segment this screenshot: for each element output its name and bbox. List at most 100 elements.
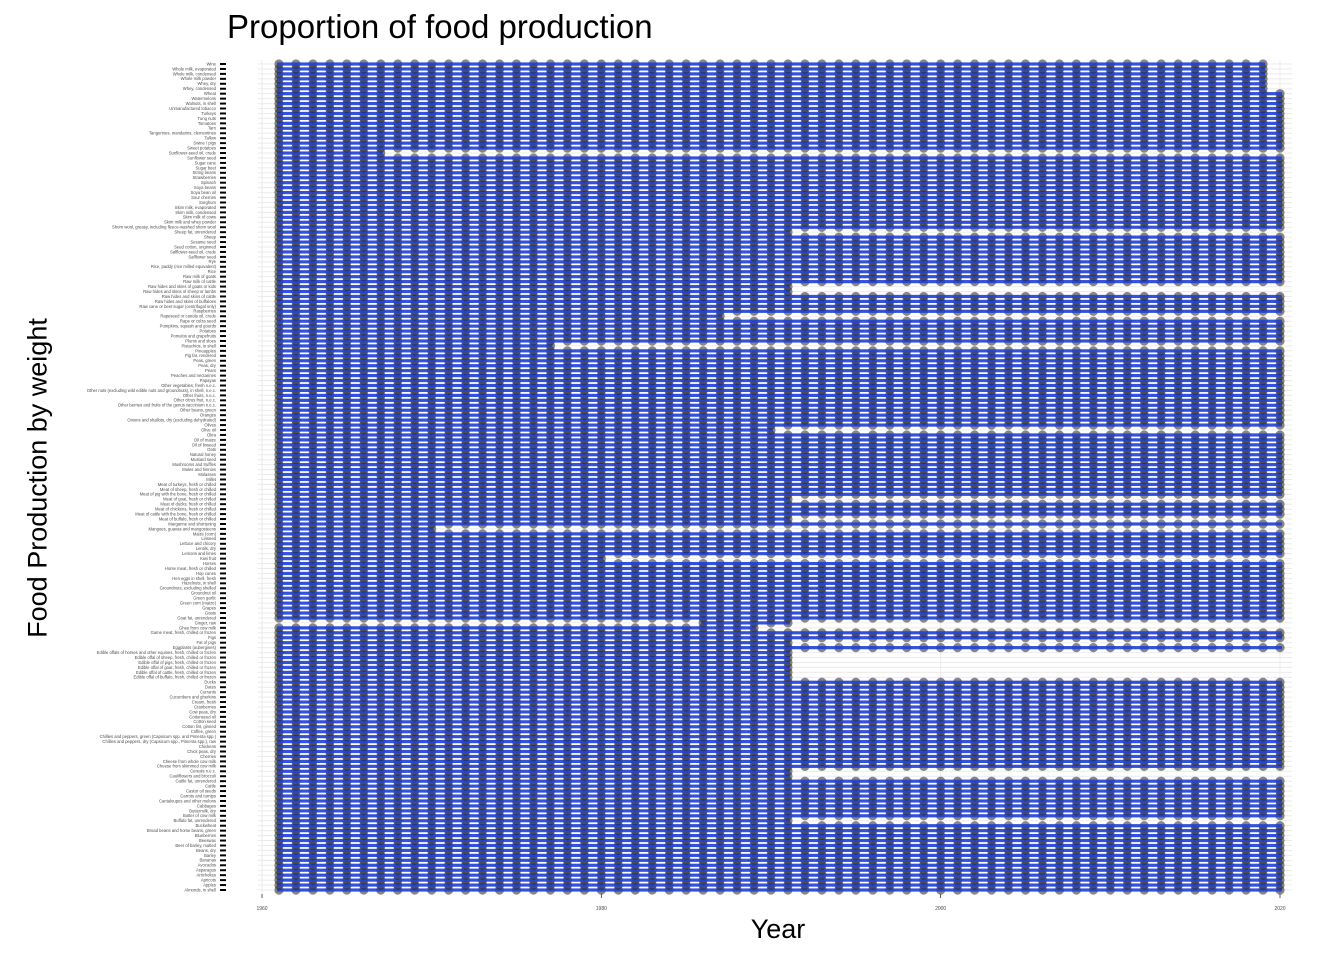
category-points [274, 563, 1285, 574]
category-points [274, 469, 1285, 480]
data-bar [276, 685, 1282, 689]
category-points [698, 618, 793, 628]
category-points [274, 549, 1285, 559]
category-points [274, 850, 1285, 860]
data-bar [276, 700, 1282, 704]
category-points [274, 603, 1285, 613]
data-bar [276, 487, 1282, 491]
category-points [274, 860, 1285, 870]
data-bar [276, 848, 1282, 853]
data-bar [276, 720, 1282, 724]
category-points [274, 519, 1285, 529]
category-points [274, 682, 1285, 692]
data-bar [276, 779, 1282, 783]
category-points [274, 474, 1285, 485]
category-points [274, 534, 1285, 544]
data-bar [276, 744, 1282, 749]
data-bar [276, 740, 1282, 744]
category-points [274, 830, 1285, 841]
data-bar [276, 522, 1282, 526]
category-points [274, 855, 1285, 865]
data-bar [276, 759, 1282, 764]
data-bar [276, 730, 1282, 734]
category-points [274, 573, 1285, 583]
data-bar [701, 621, 790, 625]
category-points [274, 880, 1285, 890]
data-bar [276, 591, 1282, 595]
category-points [274, 781, 1285, 791]
data-bar [276, 764, 1282, 768]
category-points [274, 687, 1285, 697]
data-bar [276, 566, 1282, 571]
category-points [274, 840, 1285, 851]
category-points [274, 751, 1285, 762]
category-points [274, 539, 1285, 549]
category-points [274, 786, 1285, 796]
category-points [274, 885, 1285, 895]
category-points [274, 712, 1285, 722]
data-bar [276, 552, 1282, 556]
data-bar [276, 532, 1282, 536]
category-points [274, 568, 1285, 579]
data-bar [276, 680, 1282, 684]
data-bar [276, 784, 1282, 788]
category-points [274, 811, 1285, 821]
category-points [274, 702, 1285, 712]
data-bar [276, 774, 790, 778]
category-points [274, 717, 1285, 727]
category-points [274, 593, 1285, 603]
data-bar [276, 586, 1282, 590]
category-points [274, 554, 606, 564]
category-points [274, 722, 1285, 732]
category-points [274, 727, 1285, 737]
category-points [274, 697, 1285, 707]
data-bar [276, 482, 1282, 487]
category-points [274, 504, 1285, 514]
category-points [274, 499, 1285, 509]
category-points [274, 628, 1285, 638]
data-points [274, 59, 1285, 895]
category-points [274, 737, 1285, 747]
data-bar [276, 804, 1282, 808]
data-bar [276, 527, 434, 531]
data-bar [276, 809, 1282, 813]
category-points [274, 741, 1285, 752]
data-bar [276, 596, 1282, 600]
category-points [274, 633, 1285, 643]
category-points [274, 875, 1285, 885]
category-points [274, 489, 1285, 499]
category-points [274, 806, 1285, 816]
category-points [274, 464, 1285, 475]
data-bar [276, 576, 1282, 580]
data-bar [276, 769, 790, 773]
data-bar [276, 502, 1282, 506]
category-points [274, 613, 1285, 623]
data-bar [276, 858, 1282, 862]
category-points [274, 707, 1285, 717]
category-points [274, 732, 1285, 742]
data-bar [276, 690, 1282, 694]
category-points [274, 796, 1285, 806]
category-points [274, 578, 1285, 588]
data-bar [276, 631, 1282, 635]
data-bar [276, 507, 1282, 511]
data-bar [276, 833, 1282, 838]
data-bar [276, 557, 604, 561]
category-points [274, 761, 1285, 771]
chart-title: Proportion of food production [227, 8, 653, 45]
data-bar [276, 542, 1282, 546]
data-bar [276, 843, 1282, 848]
data-bar [276, 749, 1282, 754]
category-points [274, 677, 1285, 687]
data-bar [276, 606, 1282, 610]
category-points [274, 870, 1285, 880]
data-bar [276, 695, 1282, 699]
data-bar [276, 492, 1282, 496]
category-points [274, 460, 1285, 470]
data-bar [276, 868, 1282, 872]
data-bar [276, 873, 1282, 877]
x-axis-title: Year [750, 914, 806, 944]
data-bar [276, 537, 1282, 541]
category-points [274, 643, 1285, 653]
data-bar [276, 472, 1282, 477]
